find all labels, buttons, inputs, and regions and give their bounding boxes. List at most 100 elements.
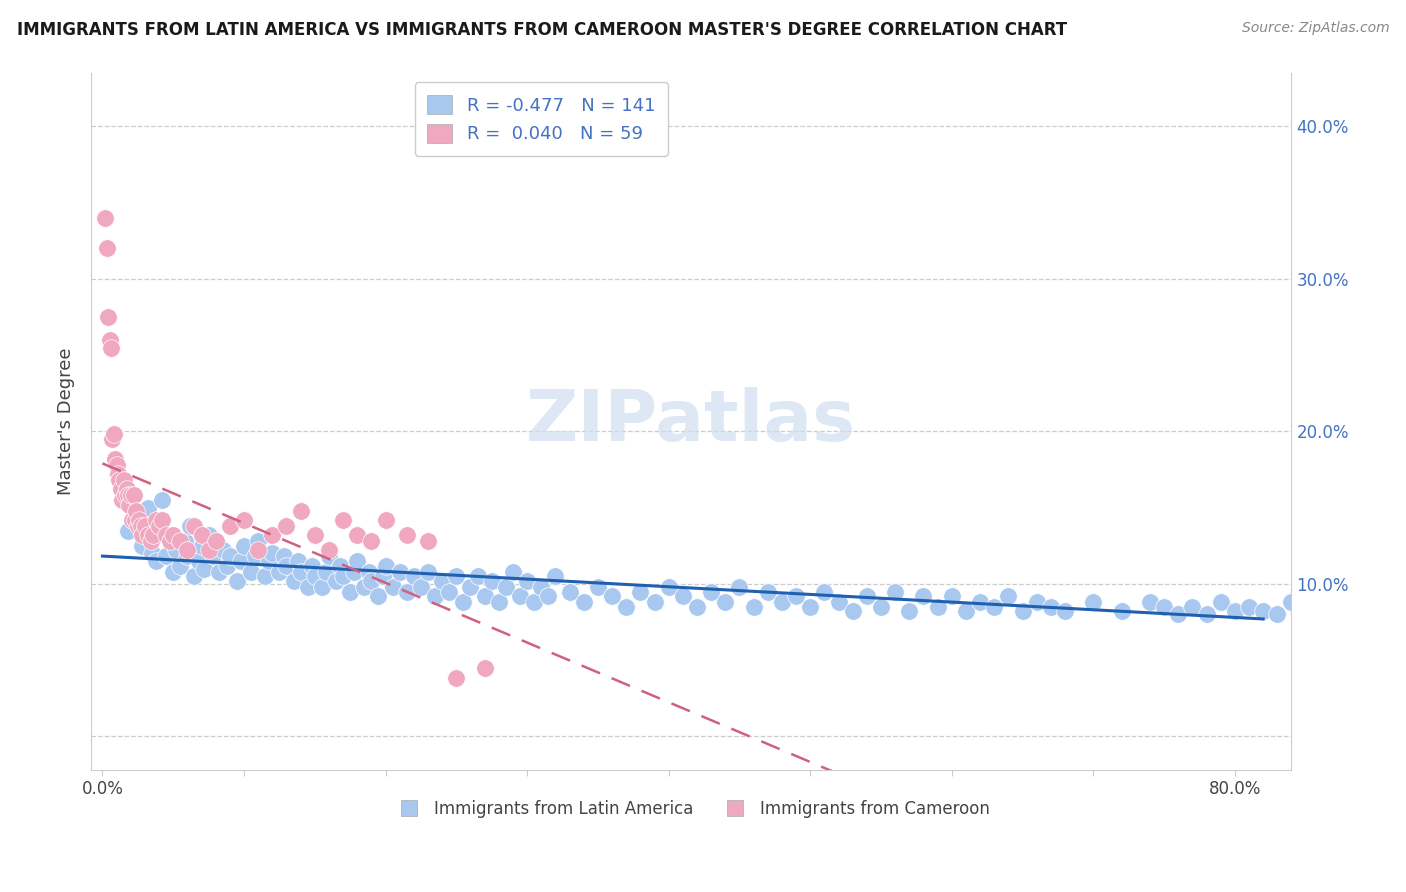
- Point: [402, 569, 425, 583]
- Point: [516, 574, 538, 588]
- Point: [409, 580, 432, 594]
- Point: [315, 565, 337, 579]
- Point: [329, 558, 352, 573]
- Point: [247, 534, 270, 549]
- Point: [207, 565, 229, 579]
- Point: [197, 543, 219, 558]
- Point: [332, 569, 354, 583]
- Point: [388, 565, 411, 579]
- Point: [112, 473, 135, 487]
- Point: [474, 589, 496, 603]
- Point: [558, 584, 581, 599]
- Point: [1039, 599, 1062, 614]
- Point: [169, 558, 191, 573]
- Point: [97, 310, 120, 324]
- Point: [125, 504, 148, 518]
- Point: [1209, 595, 1232, 609]
- Point: [176, 543, 198, 558]
- Point: [107, 467, 129, 482]
- Point: [254, 569, 277, 583]
- Point: [1295, 604, 1317, 618]
- Point: [162, 565, 184, 579]
- Point: [287, 554, 309, 568]
- Point: [346, 554, 368, 568]
- Point: [187, 554, 209, 568]
- Point: [159, 534, 181, 549]
- Point: [423, 589, 446, 603]
- Point: [134, 519, 156, 533]
- Point: [122, 508, 145, 523]
- Point: [374, 513, 396, 527]
- Point: [218, 549, 240, 564]
- Point: [509, 589, 531, 603]
- Y-axis label: Master's Degree: Master's Degree: [58, 348, 75, 495]
- Point: [416, 534, 439, 549]
- Point: [111, 493, 134, 508]
- Point: [118, 498, 141, 512]
- Point: [139, 534, 162, 549]
- Point: [318, 549, 340, 564]
- Point: [728, 580, 751, 594]
- Point: [841, 604, 863, 618]
- Point: [169, 534, 191, 549]
- Point: [304, 569, 326, 583]
- Point: [304, 528, 326, 542]
- Point: [165, 543, 187, 558]
- Point: [955, 604, 977, 618]
- Point: [898, 604, 921, 618]
- Point: [129, 519, 152, 533]
- Point: [100, 341, 122, 355]
- Point: [104, 451, 127, 466]
- Point: [785, 589, 807, 603]
- Point: [453, 595, 475, 609]
- Point: [105, 458, 128, 472]
- Point: [190, 528, 212, 542]
- Point: [1379, 604, 1402, 618]
- Point: [247, 543, 270, 558]
- Point: [94, 211, 117, 225]
- Point: [446, 569, 468, 583]
- Point: [173, 534, 195, 549]
- Point: [245, 549, 267, 564]
- Point: [204, 534, 226, 549]
- Point: [108, 473, 131, 487]
- Point: [117, 488, 139, 502]
- Point: [572, 595, 595, 609]
- Point: [672, 589, 695, 603]
- Point: [1111, 604, 1133, 618]
- Point: [233, 513, 256, 527]
- Point: [150, 513, 173, 527]
- Point: [141, 546, 163, 560]
- Point: [1281, 595, 1303, 609]
- Point: [339, 584, 361, 599]
- Point: [311, 580, 333, 594]
- Point: [115, 483, 138, 497]
- Point: [269, 565, 291, 579]
- Point: [98, 333, 121, 347]
- Point: [155, 528, 177, 542]
- Point: [969, 595, 991, 609]
- Point: [481, 574, 503, 588]
- Point: [488, 595, 510, 609]
- Point: [446, 672, 468, 686]
- Point: [290, 504, 312, 518]
- Point: [614, 599, 637, 614]
- Point: [193, 562, 215, 576]
- Text: IMMIGRANTS FROM LATIN AMERICA VS IMMIGRANTS FROM CAMEROON MASTER'S DEGREE CORREL: IMMIGRANTS FROM LATIN AMERICA VS IMMIGRA…: [17, 21, 1067, 38]
- Point: [148, 516, 170, 530]
- Point: [1351, 604, 1374, 618]
- Point: [884, 584, 907, 599]
- Point: [1393, 610, 1406, 624]
- Point: [127, 519, 149, 533]
- Point: [870, 599, 893, 614]
- Point: [1011, 604, 1033, 618]
- Point: [1251, 604, 1274, 618]
- Point: [183, 569, 205, 583]
- Point: [628, 584, 651, 599]
- Point: [467, 569, 489, 583]
- Point: [827, 595, 849, 609]
- Point: [148, 519, 170, 533]
- Point: [197, 528, 219, 542]
- Point: [502, 565, 524, 579]
- Point: [231, 554, 253, 568]
